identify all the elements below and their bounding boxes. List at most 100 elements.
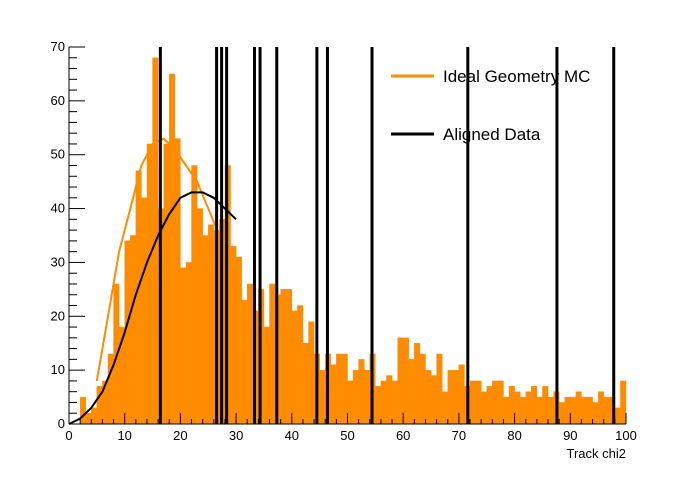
axes: 0 10 20 30 40 50 60 70 80 90 100 0 10 20 30 40 50 60 70 <box>51 39 637 443</box>
histogram-bar <box>581 396 588 425</box>
histogram-bar <box>375 386 382 425</box>
histogram-bar <box>397 337 404 425</box>
histogram-bar <box>514 391 521 425</box>
histogram-bar <box>79 396 86 425</box>
x-tick-label: 80 <box>507 428 521 443</box>
legend-label: Ideal Geometry MC <box>443 67 590 86</box>
histogram-bar <box>185 262 192 425</box>
histogram-bar <box>330 364 337 425</box>
mc-fit-line <box>95 137 226 382</box>
histogram-bar <box>447 369 454 425</box>
histogram-bar <box>202 235 209 425</box>
x-axis-label: Track chi2 <box>567 446 626 461</box>
histogram-bar <box>430 375 437 425</box>
histogram-bar <box>519 396 526 425</box>
aligned-data-fit-line <box>68 191 237 425</box>
histogram-bar <box>408 359 415 425</box>
histogram-bar <box>480 391 487 425</box>
histogram-bar <box>492 380 499 425</box>
histogram-bar <box>536 396 543 425</box>
y-tick-label: 0 <box>58 416 65 431</box>
histogram-bar <box>85 413 92 425</box>
x-tick-label: 40 <box>285 428 299 443</box>
histogram-bar <box>302 343 309 425</box>
histogram-bar <box>586 396 593 425</box>
histogram-bar <box>280 289 287 425</box>
histogram-bar <box>419 353 426 425</box>
legend-label: Aligned Data <box>443 125 541 144</box>
histogram-bar <box>603 396 610 425</box>
histogram-bar <box>169 73 176 425</box>
vertical-lines <box>158 47 616 424</box>
histogram-bar <box>135 170 142 425</box>
histogram-bar <box>269 283 276 425</box>
y-tick-label: 30 <box>51 254 65 269</box>
histogram-bar <box>336 353 343 425</box>
histogram-bar <box>458 364 465 425</box>
histogram-bar <box>241 299 248 425</box>
histogram-bar <box>297 305 304 425</box>
histogram-bar <box>291 310 298 425</box>
x-tick-label: 20 <box>173 428 187 443</box>
histogram-bar <box>364 369 370 425</box>
histogram-bar <box>146 143 153 425</box>
histogram-bar <box>347 380 354 425</box>
histogram-bar <box>91 407 98 425</box>
legend: Ideal Geometry MC Aligned Data <box>391 67 590 144</box>
x-tick-label: 10 <box>117 428 131 443</box>
histogram-bar <box>286 289 293 425</box>
histogram-bar <box>180 267 187 425</box>
histogram-bar <box>531 386 538 425</box>
histogram-bar <box>352 369 359 425</box>
x-tick-label: 50 <box>340 428 354 443</box>
x-tick-label: 30 <box>229 428 243 443</box>
histogram-bar <box>425 369 432 425</box>
histogram-bar <box>191 165 198 425</box>
histogram-bar <box>486 386 493 425</box>
histogram-bar <box>503 396 510 425</box>
histogram-bar <box>380 380 387 425</box>
y-tick-label: 50 <box>51 147 65 162</box>
histogram-bar <box>558 402 565 425</box>
histogram-bar <box>453 369 460 425</box>
histogram-bar <box>592 402 599 425</box>
histogram-bar <box>208 224 215 425</box>
x-tick-label: 70 <box>452 428 466 443</box>
y-tick-label: 10 <box>51 362 65 377</box>
histogram-bar <box>414 343 421 425</box>
y-tick-label: 40 <box>51 201 65 216</box>
histogram-bar <box>570 396 577 425</box>
histogram-bar <box>597 391 604 425</box>
histogram-bar <box>508 386 515 425</box>
histogram-bar <box>441 391 448 425</box>
histogram-bar <box>163 143 170 425</box>
y-tick-label: 20 <box>51 308 65 323</box>
histogram-bar <box>174 138 181 425</box>
histogram-bar <box>436 353 443 425</box>
histogram-bar <box>564 396 571 425</box>
histogram-bar <box>542 386 549 425</box>
histogram-bar <box>235 256 242 425</box>
histogram-bar <box>358 359 365 425</box>
x-tick-label: 90 <box>563 428 577 443</box>
histogram-bar <box>196 208 203 425</box>
histogram-bar <box>230 246 237 425</box>
x-tick-label: 100 <box>615 428 637 443</box>
histogram-bar <box>141 197 148 425</box>
histogram-bar <box>308 321 315 425</box>
histogram-bar <box>497 380 504 425</box>
histogram-bar <box>319 369 326 425</box>
histogram-bar <box>469 380 476 425</box>
histogram-bar <box>391 380 398 425</box>
histogram-bar <box>386 375 393 425</box>
histogram-bar <box>575 391 582 425</box>
histogram-bar <box>547 396 554 425</box>
histogram-bar <box>403 337 409 425</box>
x-tick-label: 0 <box>65 428 72 443</box>
histogram-bar <box>263 326 270 425</box>
histogram-bar <box>525 391 532 425</box>
y-tick-label: 60 <box>51 93 65 108</box>
x-tick-label: 60 <box>396 428 410 443</box>
